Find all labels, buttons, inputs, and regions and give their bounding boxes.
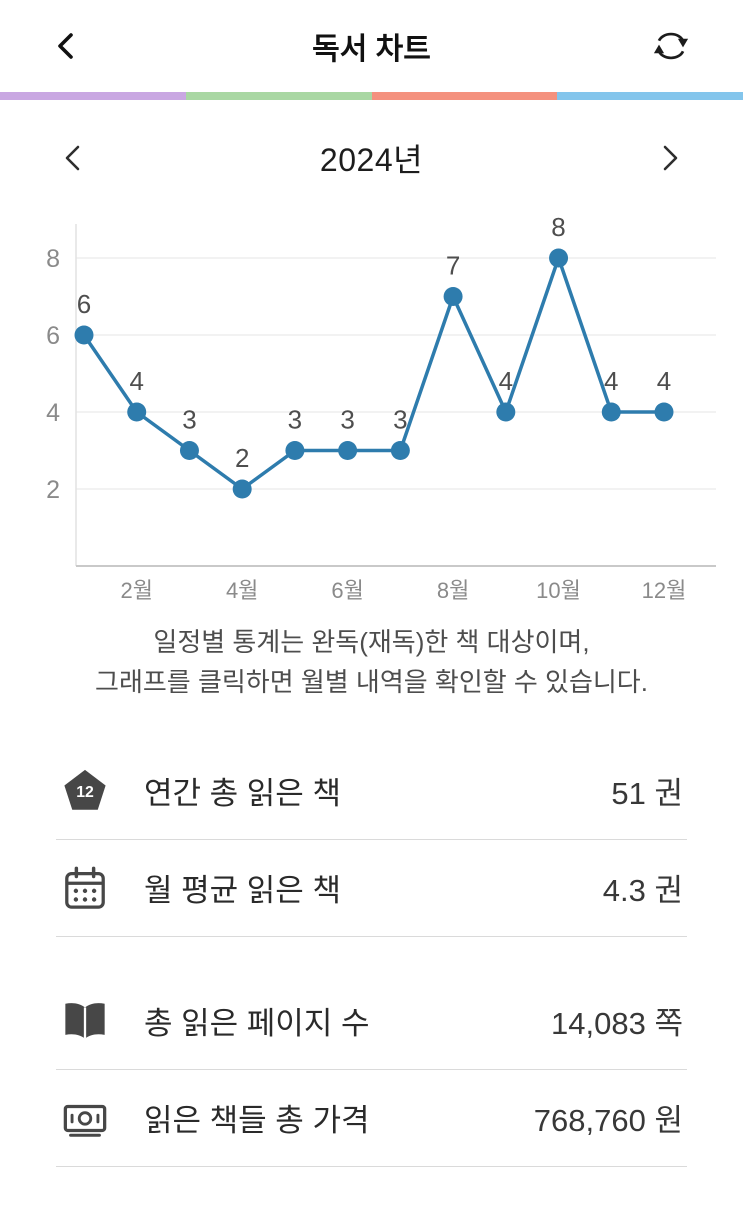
year-selector: 2024년 (0, 134, 743, 182)
svg-text:8월: 8월 (437, 578, 469, 603)
svg-text:6월: 6월 (331, 578, 363, 603)
svg-text:3: 3 (182, 405, 196, 435)
accent-segment (185, 92, 372, 100)
stat-row-total-pages: 총 읽은 페이지 수 14,083 쪽 (56, 973, 687, 1070)
svg-text:4: 4 (129, 366, 143, 396)
svg-text:7: 7 (446, 251, 460, 281)
chevron-right-icon (663, 145, 678, 171)
svg-text:4: 4 (657, 366, 671, 396)
svg-text:4월: 4월 (226, 578, 258, 603)
accent-divider-bar (0, 92, 743, 100)
svg-text:8: 8 (551, 212, 565, 242)
refresh-button[interactable] (647, 23, 695, 69)
svg-text:3: 3 (393, 405, 407, 435)
chart-area: 2 4 6 8 2월 4월 6월 8월 10월 12월 6 4 3 2 3 3 3 7 4 8 4 4 (0, 194, 743, 606)
open-book-icon (60, 998, 110, 1044)
header: 독서 차트 (0, 0, 743, 92)
svg-text:2월: 2월 (120, 578, 152, 603)
stat-value: 51 권 (611, 776, 683, 812)
svg-text:12월: 12월 (642, 578, 687, 603)
money-icon (60, 1095, 110, 1141)
year-label: 2024년 (319, 142, 424, 178)
back-button[interactable] (48, 27, 84, 65)
svg-text:2: 2 (235, 443, 249, 473)
svg-text:3: 3 (288, 405, 302, 435)
stat-label: 읽은 책들 총 가격 (144, 1103, 370, 1139)
chevron-left-icon (65, 145, 80, 171)
stat-label: 연간 총 읽은 책 (144, 776, 341, 812)
stat-label: 총 읽은 페이지 수 (144, 1006, 370, 1042)
accent-segment (557, 92, 743, 100)
svg-text:4: 4 (499, 366, 513, 396)
svg-text:8: 8 (46, 245, 60, 273)
svg-text:4: 4 (604, 366, 618, 396)
chart-note: 일정별 통계는 완독(재독)한 책 대상이며, 그래프를 클릭하면 월별 내역을… (0, 622, 743, 703)
svg-text:6: 6 (46, 322, 60, 350)
svg-text:6: 6 (77, 289, 91, 319)
refresh-icon (653, 32, 689, 60)
stat-value: 14,083 쪽 (551, 1006, 683, 1042)
stat-row-monthly-average: 월 평균 읽은 책 4.3 권 (56, 840, 687, 937)
chevron-left-icon (58, 33, 73, 59)
svg-text:2: 2 (46, 476, 60, 504)
svg-text:4: 4 (46, 399, 60, 427)
stat-row-total-price: 읽은 책들 총 가격 768,760 원 (56, 1070, 687, 1167)
stat-value: 4.3 권 (602, 873, 683, 909)
calendar-icon (60, 865, 110, 911)
pentagon-badge-icon: 12 (60, 768, 110, 814)
accent-segment (371, 92, 558, 100)
page-title: 독서 차트 (312, 33, 431, 66)
svg-text:10월: 10월 (536, 578, 581, 603)
stats-list: 12 연간 총 읽은 책 51 권 월 평균 읽은 책 4.3 권 (0, 743, 743, 1167)
stat-row-yearly-total: 12 연간 총 읽은 책 51 권 (56, 743, 687, 840)
chart-note-line2: 그래프를 클릭하면 월별 내역을 확인할 수 있습니다. (95, 667, 648, 698)
accent-segment (0, 92, 186, 100)
chart-note-line1: 일정별 통계는 완독(재독)한 책 대상이며, (153, 627, 590, 657)
stat-label: 월 평균 읽은 책 (144, 873, 341, 909)
svg-text:3: 3 (340, 405, 354, 435)
prev-year-button[interactable] (56, 139, 90, 177)
pentagon-badge-number: 12 (76, 784, 94, 801)
stat-value: 768,760 원 (533, 1103, 683, 1139)
next-year-button[interactable] (653, 139, 687, 177)
